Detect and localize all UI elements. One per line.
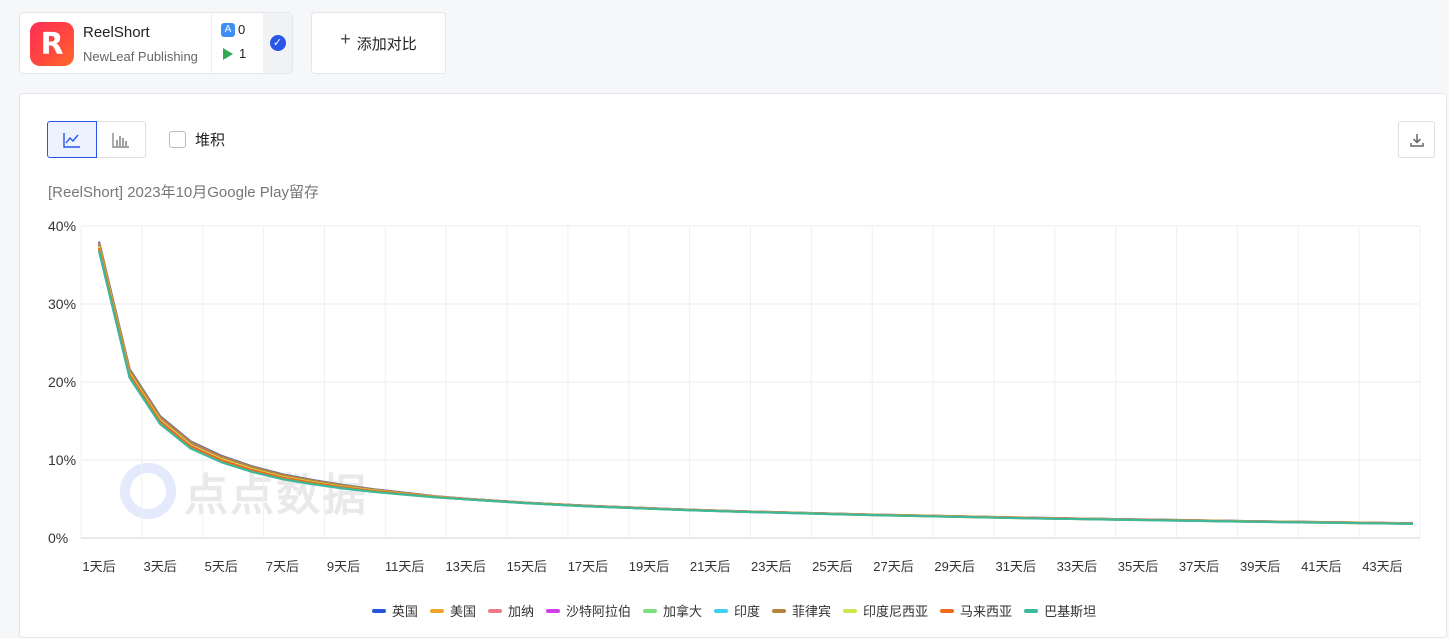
legend-label: 印度尼西亚 [863,604,929,619]
x-tick-label: 33天后 [1057,559,1097,574]
x-tick-label: 25天后 [812,559,852,574]
bar-chart-icon [112,132,129,148]
watermark: 点点数据 [120,459,368,523]
watermark-text: 点点数据 [184,471,368,520]
y-tick-label: 20% [48,374,76,390]
app-publisher: NewLeaf Publishing [83,49,198,64]
legend-swatch [772,608,787,613]
plus-icon: + [340,28,351,49]
legend-item-4[interactable]: 加拿大 [642,601,702,620]
chart-panel: 堆积 [ReelShort] 2023年10月Google Play留存 点点数… [19,93,1447,638]
legend-item-3[interactable]: 沙特阿拉伯 [545,601,631,620]
legend-swatch [940,608,955,613]
series-line-1[interactable] [97,249,1414,525]
ios-count: 0 [238,22,246,37]
x-tick-label: 17天后 [568,559,608,574]
stack-toggle[interactable]: 堆积 [169,129,225,150]
x-tick-label: 11天后 [385,559,425,574]
legend-swatch [1024,608,1039,613]
series-line-9[interactable] [97,250,1414,525]
x-tick-label: 23天后 [751,559,791,574]
legend-item-1[interactable]: 美国 [429,601,476,620]
check-icon: ✓ [269,35,286,51]
y-tick-label: 10% [48,452,76,468]
bar-chart-button[interactable] [96,121,146,158]
retention-line-chart: 0% 10% 20% 30% 40% 1天后 3天后 5天后 7天后 9天后 11天后 13天后 15天… [48,218,1421,574]
google-play-icon [223,47,233,60]
legend-label: 巴基斯坦 [1044,604,1097,619]
y-tick-label: 40% [48,218,76,234]
selected-toggle[interactable]: ✓ [263,13,292,73]
x-tick-label: 3天后 [143,559,176,574]
chart-legend: 英国 美国 加纳 沙特阿拉伯 加拿大 印度 菲律宾 印度尼西亚 马来西亚 巴基斯坦 [20,601,1448,620]
line-chart-icon [63,132,80,148]
legend-label: 马来西亚 [960,604,1013,619]
legend-swatch [843,608,858,613]
app-card[interactable]: R ReelShort NewLeaf Publishing A 0 1 ✓ [19,12,293,74]
legend-label: 英国 [391,604,418,619]
y-tick-label: 0% [48,530,68,546]
stack-checkbox[interactable] [169,131,186,148]
x-tick-label: 35天后 [1118,559,1158,574]
legend-item-2[interactable]: 加纳 [487,601,534,620]
app-name: ReelShort [83,24,150,41]
line-chart-button[interactable] [47,121,97,158]
chart-type-toggle [47,121,146,158]
x-tick-label: 9天后 [327,559,360,574]
legend-item-5[interactable]: 印度 [714,601,760,620]
x-tick-label: 31天后 [996,559,1036,574]
legend-label: 加纳 [507,604,534,619]
y-tick-label: 30% [48,296,76,312]
download-button[interactable] [1398,121,1435,158]
gp-count: 1 [239,46,247,61]
add-compare-button[interactable]: + 添加对比 [311,12,446,74]
ios-count-row: A 0 [221,22,245,37]
legend-label: 美国 [449,604,476,619]
gp-count-row: 1 [221,46,246,61]
legend-label: 菲律宾 [792,604,832,619]
chart-title: [ReelShort] 2023年10月Google Play留存 [48,184,319,201]
legend-item-7[interactable]: 印度尼西亚 [843,601,928,620]
x-tick-label: 29天后 [934,559,974,574]
x-tick-label: 27天后 [873,559,913,574]
app-logo: R [30,22,74,66]
x-tick-label: 13天后 [445,559,485,574]
add-compare-label: 添加对比 [356,35,417,53]
legend-item-8[interactable]: 马来西亚 [940,601,1012,620]
legend-swatch [714,608,728,613]
app-store-icon: A [221,22,235,37]
legend-item-6[interactable]: 菲律宾 [772,601,831,620]
x-tick-label: 41天后 [1301,559,1341,574]
app-logo-letter: R [40,26,64,62]
legend-label: 加拿大 [662,604,702,619]
store-counts: A 0 1 [211,13,263,73]
legend-swatch [429,608,444,613]
legend-swatch [371,608,386,613]
x-tick-label: 43天后 [1362,559,1402,574]
watermark-logo [120,463,176,519]
x-tick-label: 39天后 [1240,559,1280,574]
download-icon [1409,133,1424,147]
stack-label: 堆积 [195,132,226,149]
x-tick-label: 15天后 [507,559,547,574]
x-tick-label: 5天后 [205,559,238,574]
legend-item-0[interactable]: 英国 [371,601,418,620]
legend-swatch [487,608,502,613]
legend-item-9[interactable]: 巴基斯坦 [1024,601,1096,620]
x-tick-label: 37天后 [1179,559,1219,574]
legend-label: 印度 [734,604,761,619]
legend-swatch [642,608,657,613]
x-tick-label: 7天后 [266,559,299,574]
legend-swatch [545,608,560,613]
x-tick-label: 1天后 [82,559,115,574]
x-tick-label: 21天后 [690,559,730,574]
x-tick-label: 19天后 [629,559,669,574]
legend-label: 沙特阿拉伯 [565,604,631,619]
